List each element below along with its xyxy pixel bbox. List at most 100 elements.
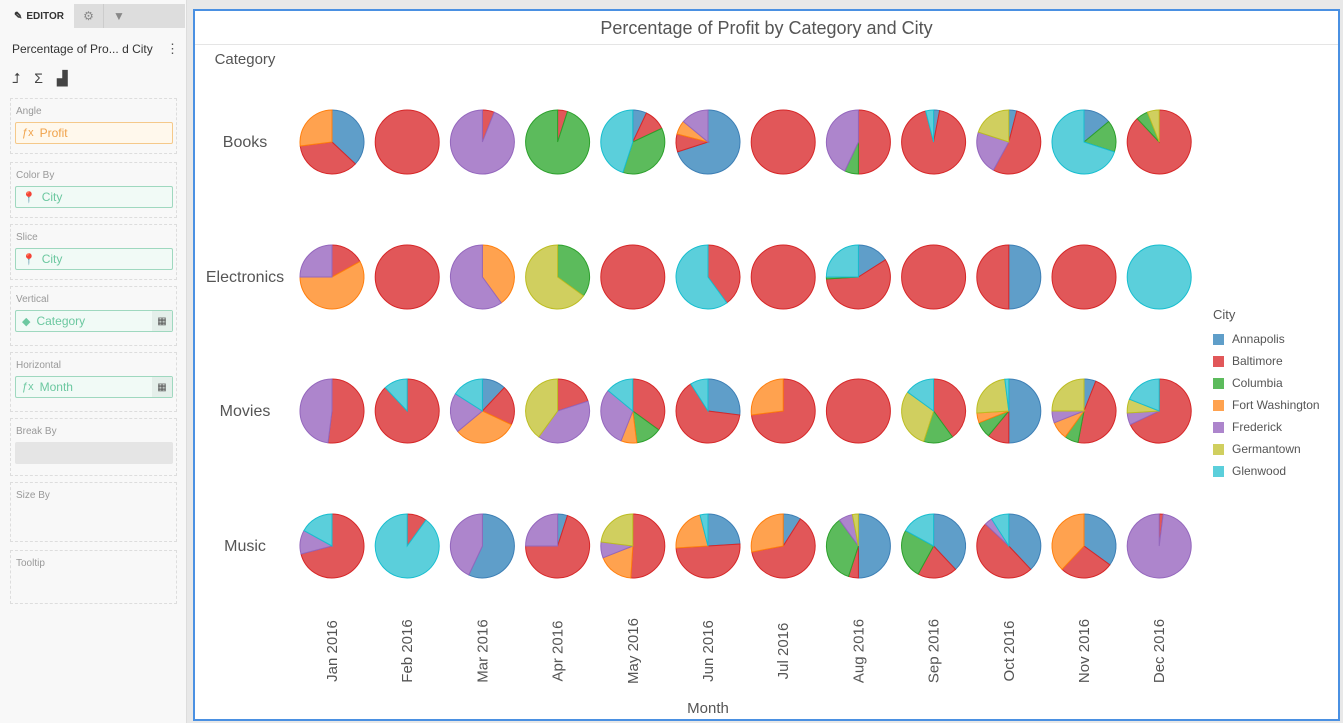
grid-options-icon[interactable]: ▦ (152, 377, 172, 397)
pie-slice-germantown[interactable] (976, 378, 1010, 414)
pie-slice-columbia[interactable] (901, 529, 935, 575)
pie-slice-columbia[interactable] (622, 127, 666, 175)
pie-slice-fort-washington[interactable] (481, 244, 515, 304)
pie-slice-baltimore[interactable] (825, 259, 891, 310)
legend-item[interactable]: Frederick (1213, 416, 1320, 438)
pie-slice-germantown[interactable] (525, 378, 559, 438)
pie-slice-columbia[interactable] (525, 109, 591, 175)
pie-slice-baltimore[interactable] (901, 109, 967, 175)
pie-slice-frederick[interactable] (825, 109, 859, 172)
pie-slice-baltimore[interactable] (299, 141, 357, 175)
grid-options-icon[interactable]: ▦ (152, 311, 172, 331)
pie-slice-baltimore[interactable] (976, 523, 1032, 579)
pie-slice-annapolis[interactable] (933, 513, 967, 571)
pie-slice-germantown[interactable] (1146, 109, 1160, 143)
pie-slice-fort-washington[interactable] (299, 260, 365, 310)
field-pill[interactable]: 📍 City (15, 186, 173, 208)
field-pill[interactable]: ◆ Category ▦ (15, 310, 173, 332)
pie-slice-glenwood[interactable] (1128, 378, 1160, 412)
pie-slice-glenwood[interactable] (699, 513, 709, 547)
pie-slice-germantown[interactable] (901, 391, 935, 443)
pie-slice-baltimore[interactable] (933, 378, 967, 438)
pie-slice-glenwood[interactable] (990, 513, 1010, 548)
pie-slice-fort-washington[interactable] (299, 109, 333, 147)
pie-slice-frederick[interactable] (682, 109, 709, 144)
pie-slice-baltimore[interactable] (630, 513, 666, 579)
pie-slice-baltimore[interactable] (1061, 545, 1111, 579)
pie-slice-baltimore[interactable] (557, 378, 589, 412)
pie-slice-germantown[interactable] (1051, 378, 1085, 412)
tab-editor[interactable]: ✎ EDITOR (4, 4, 74, 28)
pie-slice-glenwood[interactable] (904, 513, 935, 547)
pie-slice-frederick[interactable] (449, 109, 515, 175)
pie-slice-annapolis[interactable] (1083, 513, 1117, 566)
tab-settings[interactable]: ⚙ (74, 4, 104, 28)
pie-slice-baltimore[interactable] (675, 383, 741, 444)
pie-slice-glenwood[interactable] (825, 244, 859, 278)
pie-slice-frederick[interactable] (299, 244, 333, 278)
pie-slice-frederick[interactable] (976, 131, 1010, 171)
pie-slice-frederick[interactable] (449, 393, 484, 433)
pie-slice-germantown[interactable] (600, 513, 634, 547)
pie-slice-glenwood[interactable] (1004, 378, 1010, 412)
pie-slice-germantown[interactable] (851, 513, 859, 547)
pie-slice-annapolis[interactable] (1008, 244, 1042, 310)
pie-slice-baltimore[interactable] (632, 378, 666, 431)
field-pill[interactable]: ƒx Month ▦ (15, 376, 173, 398)
legend-item[interactable]: Columbia (1213, 372, 1320, 394)
legend-item[interactable]: Baltimore (1213, 350, 1320, 372)
pie-slice-glenwood[interactable] (303, 513, 333, 547)
pie-slice-germantown[interactable] (525, 244, 585, 310)
pie-slice-glenwood[interactable] (1051, 109, 1116, 175)
pie-slice-baltimore[interactable] (917, 545, 957, 579)
pie-slice-baltimore[interactable] (374, 244, 440, 310)
legend-item[interactable]: Fort Washington (1213, 394, 1320, 416)
pie-slice-baltimore[interactable] (707, 244, 741, 304)
sigma-icon[interactable]: Σ (34, 70, 43, 86)
pie-slice-glenwood[interactable] (607, 378, 634, 413)
pie-slice-frederick[interactable] (1126, 513, 1192, 579)
drop-zone[interactable] (15, 442, 173, 464)
pie-slice-baltimore[interactable] (374, 109, 440, 175)
more-menu-icon[interactable]: ⋮ (166, 41, 179, 56)
pie-slice-fort-washington[interactable] (675, 514, 709, 549)
pie-slice-baltimore[interactable] (992, 110, 1042, 175)
legend-item[interactable]: Germantown (1213, 438, 1320, 460)
pie-slice-glenwood[interactable] (907, 378, 935, 412)
pie-slice-glenwood[interactable] (675, 244, 728, 310)
pie-slice-baltimore[interactable] (750, 109, 816, 175)
pie-slice-glenwood[interactable] (600, 109, 634, 174)
pie-slice-baltimore[interactable] (857, 109, 891, 175)
pie-slice-frederick[interactable] (538, 400, 591, 444)
pie-slice-glenwood[interactable] (690, 378, 709, 413)
pie-slice-baltimore[interactable] (600, 244, 666, 310)
pie-slice-frederick[interactable] (525, 513, 559, 547)
pie-slice-glenwood[interactable] (374, 513, 440, 579)
pie-slice-baltimore[interactable] (825, 378, 891, 444)
swap-axes-icon[interactable]: ⮥ (12, 70, 21, 86)
pie-slice-germantown[interactable] (977, 109, 1010, 143)
field-pill[interactable]: 📍 City (15, 248, 173, 270)
legend-item[interactable]: Annapolis (1213, 328, 1320, 350)
pie-slice-baltimore[interactable] (675, 543, 741, 579)
widget-title[interactable]: Percentage of Pro... d City (12, 42, 153, 56)
pie-slice-annapolis[interactable] (707, 378, 741, 416)
pie-slice-glenwood[interactable] (1126, 244, 1192, 310)
pie-slice-frederick[interactable] (600, 389, 634, 442)
pie-slice-annapolis[interactable] (331, 109, 365, 165)
chart-type-icon[interactable]: ▟ (56, 70, 68, 86)
pie-slice-baltimore[interactable] (751, 518, 816, 579)
pie-slice-frederick[interactable] (449, 513, 483, 576)
pie-slice-annapolis[interactable] (707, 513, 741, 547)
pie-slice-glenwood[interactable] (925, 109, 935, 143)
pie-slice-columbia[interactable] (557, 244, 591, 297)
pie-slice-baltimore[interactable] (901, 244, 967, 310)
pie-slice-frederick[interactable] (299, 378, 333, 444)
tab-filter[interactable]: ▼ (104, 4, 134, 28)
pie-slice-baltimore[interactable] (1129, 378, 1192, 444)
pie-slice-annapolis[interactable] (1008, 378, 1042, 444)
pie-slice-fort-washington[interactable] (750, 378, 784, 416)
pie-slice-fort-washington[interactable] (457, 410, 513, 444)
pie-slice-baltimore[interactable] (525, 514, 591, 579)
pie-slice-baltimore[interactable] (976, 244, 1010, 310)
